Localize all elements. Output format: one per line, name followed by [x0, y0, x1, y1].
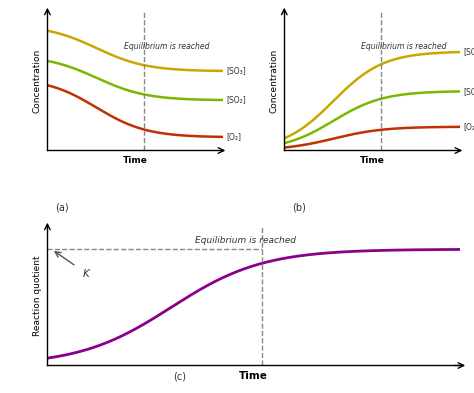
Y-axis label: Concentration: Concentration	[33, 49, 42, 113]
X-axis label: Time: Time	[360, 156, 384, 165]
X-axis label: Time: Time	[239, 371, 268, 381]
Text: K: K	[82, 269, 89, 279]
Text: [O₂]: [O₂]	[463, 122, 474, 131]
Text: [SO₃]: [SO₃]	[463, 48, 474, 57]
Text: [SO₂]: [SO₂]	[463, 87, 474, 96]
Y-axis label: Concentration: Concentration	[270, 49, 279, 113]
Y-axis label: Reaction quotient: Reaction quotient	[33, 256, 42, 336]
Text: Equilibrium is reached: Equilibrium is reached	[195, 237, 296, 246]
Text: [SO₃]: [SO₃]	[227, 66, 246, 75]
Text: Equilibrium is reached: Equilibrium is reached	[361, 42, 447, 51]
Text: [O₂]: [O₂]	[227, 132, 241, 141]
X-axis label: Time: Time	[123, 156, 147, 165]
Text: Equilibrium is reached: Equilibrium is reached	[124, 42, 210, 51]
Text: (c): (c)	[173, 371, 187, 381]
Text: [SO₂]: [SO₂]	[227, 95, 246, 105]
Text: (a): (a)	[55, 202, 68, 212]
Text: (b): (b)	[292, 202, 306, 212]
